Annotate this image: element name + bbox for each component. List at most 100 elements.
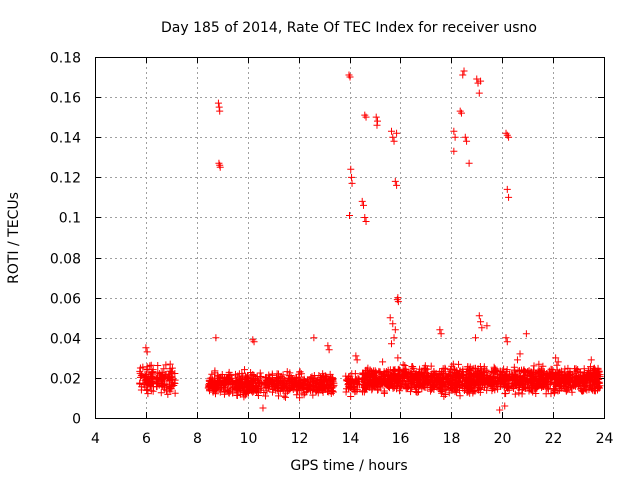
data-point [168,373,176,381]
data-point [532,389,540,397]
data-point [539,362,547,370]
data-point [361,213,369,221]
data-point [389,369,397,377]
data-point [486,378,494,386]
data-point [580,377,588,385]
data-point [440,392,448,400]
data-point [292,374,300,382]
chart-title: Day 185 of 2014, Rate Of TEC Index for r… [161,20,537,36]
data-point [358,376,366,384]
data-point [171,389,179,397]
data-point [499,369,507,377]
data-point [554,358,562,366]
data-point [450,147,458,155]
data-point [568,377,576,385]
data-point [465,383,473,391]
data-point [531,375,539,383]
data-point [343,385,351,393]
data-point [513,356,521,364]
data-point [423,380,431,388]
data-point [435,376,443,384]
data-point [402,385,410,393]
data-point [591,387,599,395]
data-point [585,386,593,394]
data-point [449,384,457,392]
x-tick-label: 6 [142,431,151,447]
data-point [362,385,370,393]
data-point [230,380,238,388]
data-point [538,383,546,391]
data-point [146,362,154,370]
data-point [393,181,401,189]
data-point [296,394,304,402]
data-point [310,334,318,342]
data-point [515,367,523,375]
data-point [554,371,562,379]
data-point [254,385,262,393]
data-point [564,364,572,372]
data-point [437,330,445,338]
data-point [510,384,518,392]
data-point [382,368,390,376]
data-point [351,378,359,386]
data-point [461,383,469,391]
data-point [552,354,560,362]
data-point [144,390,152,398]
data-point [535,360,543,368]
data-point [285,384,293,392]
data-point [511,390,519,398]
data-point [488,383,496,391]
data-point [516,350,524,358]
x-tick-label: 24 [596,431,614,447]
data-point [532,374,540,382]
data-point [471,334,479,342]
data-point [469,389,477,397]
y-tick-label: 0 [72,412,81,428]
data-point [391,377,399,385]
data-point [561,365,569,373]
data-point [286,369,294,377]
data-point [142,344,150,352]
data-point [428,385,436,393]
data-point [386,314,394,322]
data-point [454,375,462,383]
data-point [136,380,144,388]
data-point [239,380,247,388]
data-point [460,67,468,75]
data-point [147,372,155,380]
data-point [370,383,378,391]
data-point [478,375,486,383]
data-point [594,383,602,391]
x-tick-label: 12 [291,431,309,447]
data-point [379,358,387,366]
data-point [143,386,151,394]
data-point [250,371,258,379]
data-point [404,373,412,381]
data-point [594,364,602,372]
data-point [348,173,356,181]
data-point [373,121,381,129]
data-point [415,381,423,389]
data-point [212,334,220,342]
data-point [380,387,388,395]
data-point [522,330,530,338]
data-point [277,372,285,380]
data-point [274,392,282,400]
data-point [446,379,454,387]
data-point [167,384,175,392]
data-point [465,365,473,373]
data-point [233,391,241,399]
data-point [572,372,580,380]
data-point [525,378,533,386]
data-point [487,368,495,376]
data-point [347,165,355,173]
data-point [436,326,444,334]
data-point [314,385,322,393]
data-point [384,366,392,374]
data-point [465,384,473,392]
data-point [296,380,304,388]
data-point [352,352,360,360]
data-point [363,373,371,381]
data-point [463,375,471,383]
